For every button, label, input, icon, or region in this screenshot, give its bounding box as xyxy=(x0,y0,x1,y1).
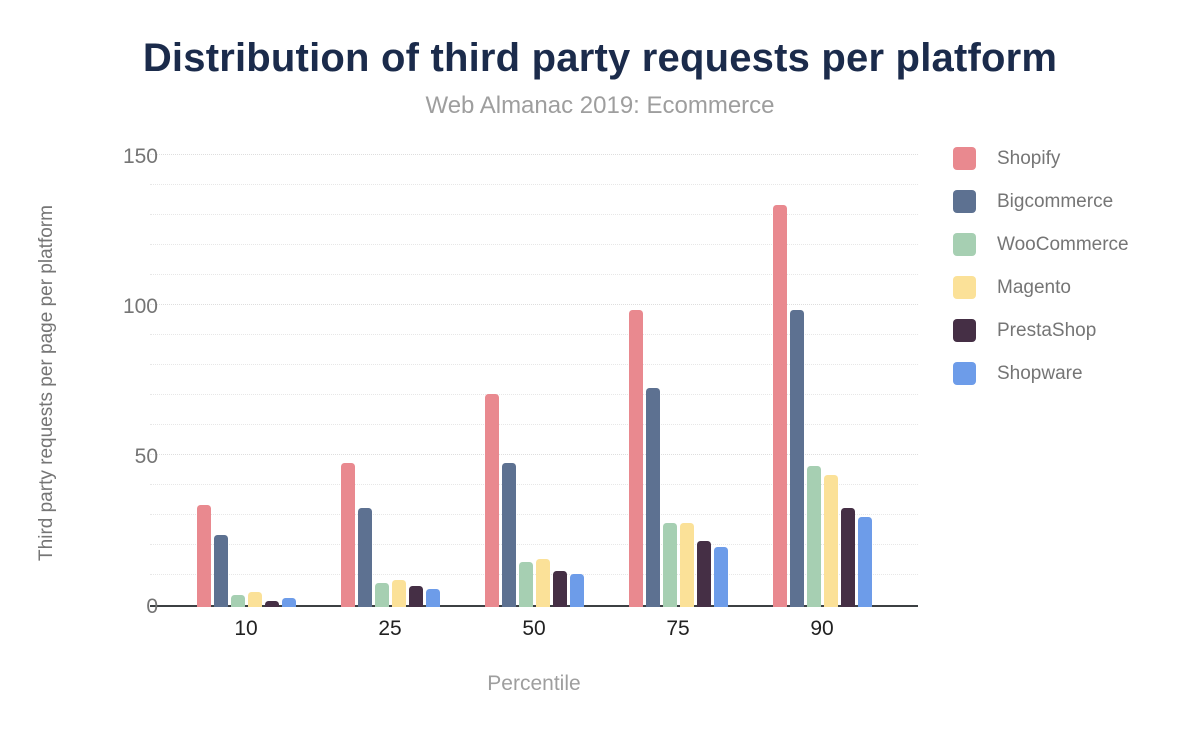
bar-shopware-p75[interactable] xyxy=(713,547,728,607)
bar-shopware-p10[interactable] xyxy=(281,598,296,607)
bar-magento-p75[interactable] xyxy=(679,523,694,607)
legend-item-bigcommerce[interactable]: Bigcommerce xyxy=(953,190,1129,213)
bar-prestashop-p10[interactable] xyxy=(264,601,279,607)
bar-prestashop-p25[interactable] xyxy=(408,586,423,607)
bar-magento-p90[interactable] xyxy=(823,475,838,607)
bar-shopware-p50[interactable] xyxy=(569,574,584,607)
gridline-80 xyxy=(150,364,918,365)
legend-label-woocommerce: WooCommerce xyxy=(997,233,1129,255)
bars-layer xyxy=(174,157,894,607)
bar-woocommerce-p10[interactable] xyxy=(230,595,245,607)
legend-item-shopware[interactable]: Shopware xyxy=(953,362,1129,385)
gridline-70 xyxy=(150,394,918,395)
y-tick-label-150: 150 xyxy=(122,145,158,168)
x-tick-label-90: 90 xyxy=(810,617,834,640)
bar-woocommerce-p90[interactable] xyxy=(806,466,821,607)
legend-label-shopify: Shopify xyxy=(997,147,1061,169)
x-tick-label-75: 75 xyxy=(666,617,690,640)
bar-group-p10 xyxy=(174,157,318,607)
bar-woocommerce-p50[interactable] xyxy=(518,562,533,607)
gridline-30 xyxy=(150,514,918,515)
bar-shopify-p75[interactable] xyxy=(628,310,643,607)
bar-shopify-p90[interactable] xyxy=(772,205,787,607)
legend-label-prestashop: PrestaShop xyxy=(997,319,1097,341)
legend-label-shopware: Shopware xyxy=(997,362,1083,384)
legend-label-bigcommerce: Bigcommerce xyxy=(997,190,1114,212)
bar-prestashop-p50[interactable] xyxy=(552,571,567,607)
gridline-90 xyxy=(150,334,918,335)
bar-group-p25 xyxy=(318,157,462,607)
legend-item-woocommerce[interactable]: WooCommerce xyxy=(953,233,1129,256)
bar-magento-p50[interactable] xyxy=(535,559,550,607)
bar-bigcommerce-p50[interactable] xyxy=(501,463,516,607)
legend: Shopify Bigcommerce WooCommerce Magento Pres… xyxy=(953,147,1129,405)
x-tick-label-25: 25 xyxy=(378,617,402,640)
bar-woocommerce-p25[interactable] xyxy=(374,583,389,607)
y-axis-title: Third party requests per page per platfo… xyxy=(36,205,57,561)
gridline-20 xyxy=(150,544,918,545)
gridline-110 xyxy=(150,274,918,275)
legend-swatch-prestashop xyxy=(953,319,976,342)
bar-shopify-p10[interactable] xyxy=(196,505,211,607)
bar-group-p75 xyxy=(606,157,750,607)
gridline-50 xyxy=(150,454,918,455)
gridline-60 xyxy=(150,424,918,425)
gridline-40 xyxy=(150,484,918,485)
y-tick-label-0: 0 xyxy=(146,595,158,618)
legend-item-shopify[interactable]: Shopify xyxy=(953,147,1129,170)
bar-magento-p25[interactable] xyxy=(391,580,406,607)
chart-subtitle: Web Almanac 2019: Ecommerce xyxy=(425,92,775,119)
legend-swatch-shopify xyxy=(953,147,976,170)
plot-area xyxy=(150,154,918,607)
gridline-130 xyxy=(150,214,918,215)
gridline-150 xyxy=(150,154,918,155)
bar-prestashop-p75[interactable] xyxy=(696,541,711,607)
bar-group-p50 xyxy=(462,157,606,607)
legend-label-magento: Magento xyxy=(997,276,1071,298)
gridline-120 xyxy=(150,244,918,245)
bar-bigcommerce-p10[interactable] xyxy=(213,535,228,607)
x-tick-label-50: 50 xyxy=(522,617,546,640)
bar-shopify-p50[interactable] xyxy=(484,394,499,607)
x-axis-title: Percentile xyxy=(487,672,581,695)
gridline-140 xyxy=(150,184,918,185)
bar-bigcommerce-p75[interactable] xyxy=(645,388,660,607)
legend-swatch-magento xyxy=(953,276,976,299)
bar-shopware-p25[interactable] xyxy=(425,589,440,607)
gridline-100 xyxy=(150,304,918,305)
bar-magento-p10[interactable] xyxy=(247,592,262,607)
y-tick-label-100: 100 xyxy=(122,295,158,318)
y-tick-label-50: 50 xyxy=(134,445,158,468)
bar-bigcommerce-p90[interactable] xyxy=(789,310,804,607)
bar-woocommerce-p75[interactable] xyxy=(662,523,677,607)
bar-shopify-p25[interactable] xyxy=(340,463,355,607)
bar-shopware-p90[interactable] xyxy=(857,517,872,607)
bar-prestashop-p90[interactable] xyxy=(840,508,855,607)
legend-item-magento[interactable]: Magento xyxy=(953,276,1129,299)
legend-swatch-bigcommerce xyxy=(953,190,976,213)
legend-swatch-shopware xyxy=(953,362,976,385)
legend-swatch-woocommerce xyxy=(953,233,976,256)
gridline-10 xyxy=(150,574,918,575)
x-tick-label-10: 10 xyxy=(234,617,258,640)
chart-title: Distribution of third party requests per… xyxy=(142,36,1058,80)
bar-group-p90 xyxy=(750,157,894,607)
legend-item-prestashop[interactable]: PrestaShop xyxy=(953,319,1129,342)
bar-bigcommerce-p25[interactable] xyxy=(357,508,372,607)
